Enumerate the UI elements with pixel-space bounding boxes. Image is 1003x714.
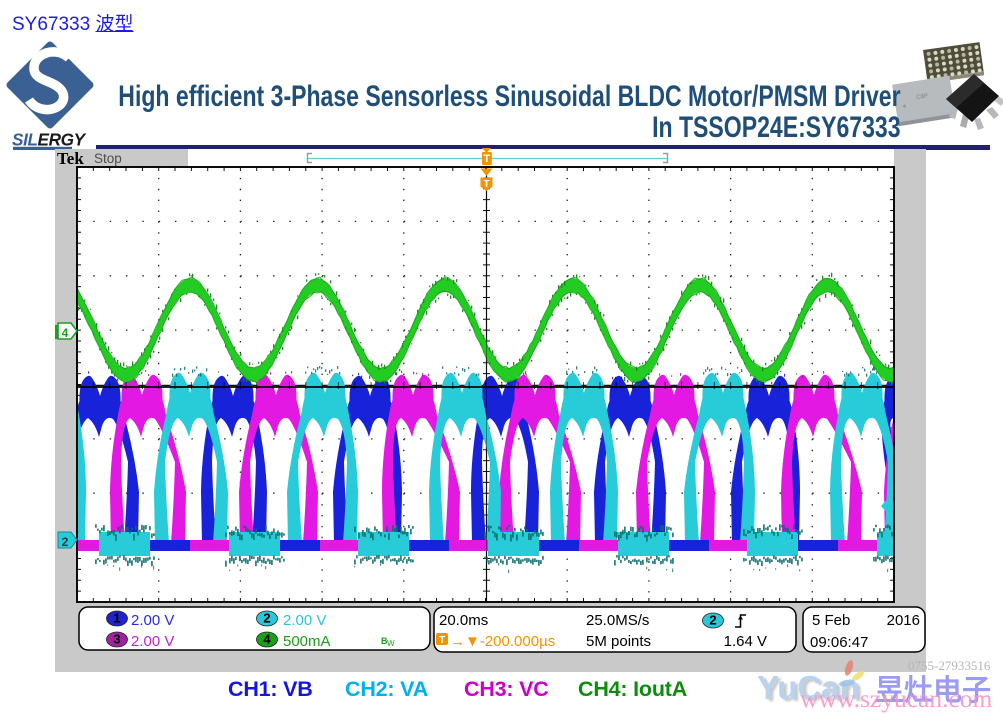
svg-text:C8P: C8P (916, 93, 928, 101)
svg-text:T: T (484, 179, 490, 190)
svg-text:W: W (387, 639, 395, 648)
svg-text:5M points: 5M points (586, 633, 651, 650)
svg-text:1.64 V: 1.64 V (724, 633, 767, 650)
svg-text:Stop: Stop (94, 151, 122, 166)
svg-text:09:06:47: 09:06:47 (810, 634, 868, 651)
svg-text:2: 2 (709, 613, 716, 628)
svg-text:2: 2 (62, 535, 69, 549)
svg-text:2.00 V: 2.00 V (283, 612, 326, 629)
svg-text:4: 4 (263, 632, 271, 647)
svg-text:T: T (439, 635, 445, 646)
svg-text:500mA: 500mA (283, 633, 331, 650)
svg-text:20.0ms: 20.0ms (439, 612, 488, 629)
svg-text:SILERGY: SILERGY (12, 130, 87, 150)
svg-text:2: 2 (263, 611, 270, 626)
svg-text:2016: 2016 (887, 612, 920, 629)
svg-text:25.0MS/s: 25.0MS/s (586, 612, 649, 629)
svg-text:1: 1 (113, 611, 120, 626)
svg-text:→▼-200.000µs: →▼-200.000µs (450, 633, 555, 650)
svg-text:T: T (483, 153, 490, 165)
svg-text:5 Feb: 5 Feb (812, 612, 850, 629)
svg-text:2.00 V: 2.00 V (131, 612, 174, 629)
svg-text:4: 4 (62, 326, 69, 340)
svg-text:B: B (381, 636, 388, 646)
svg-text:Tek: Tek (57, 149, 84, 168)
svg-text:2.00 V: 2.00 V (131, 633, 174, 650)
svg-text:3: 3 (113, 632, 120, 647)
